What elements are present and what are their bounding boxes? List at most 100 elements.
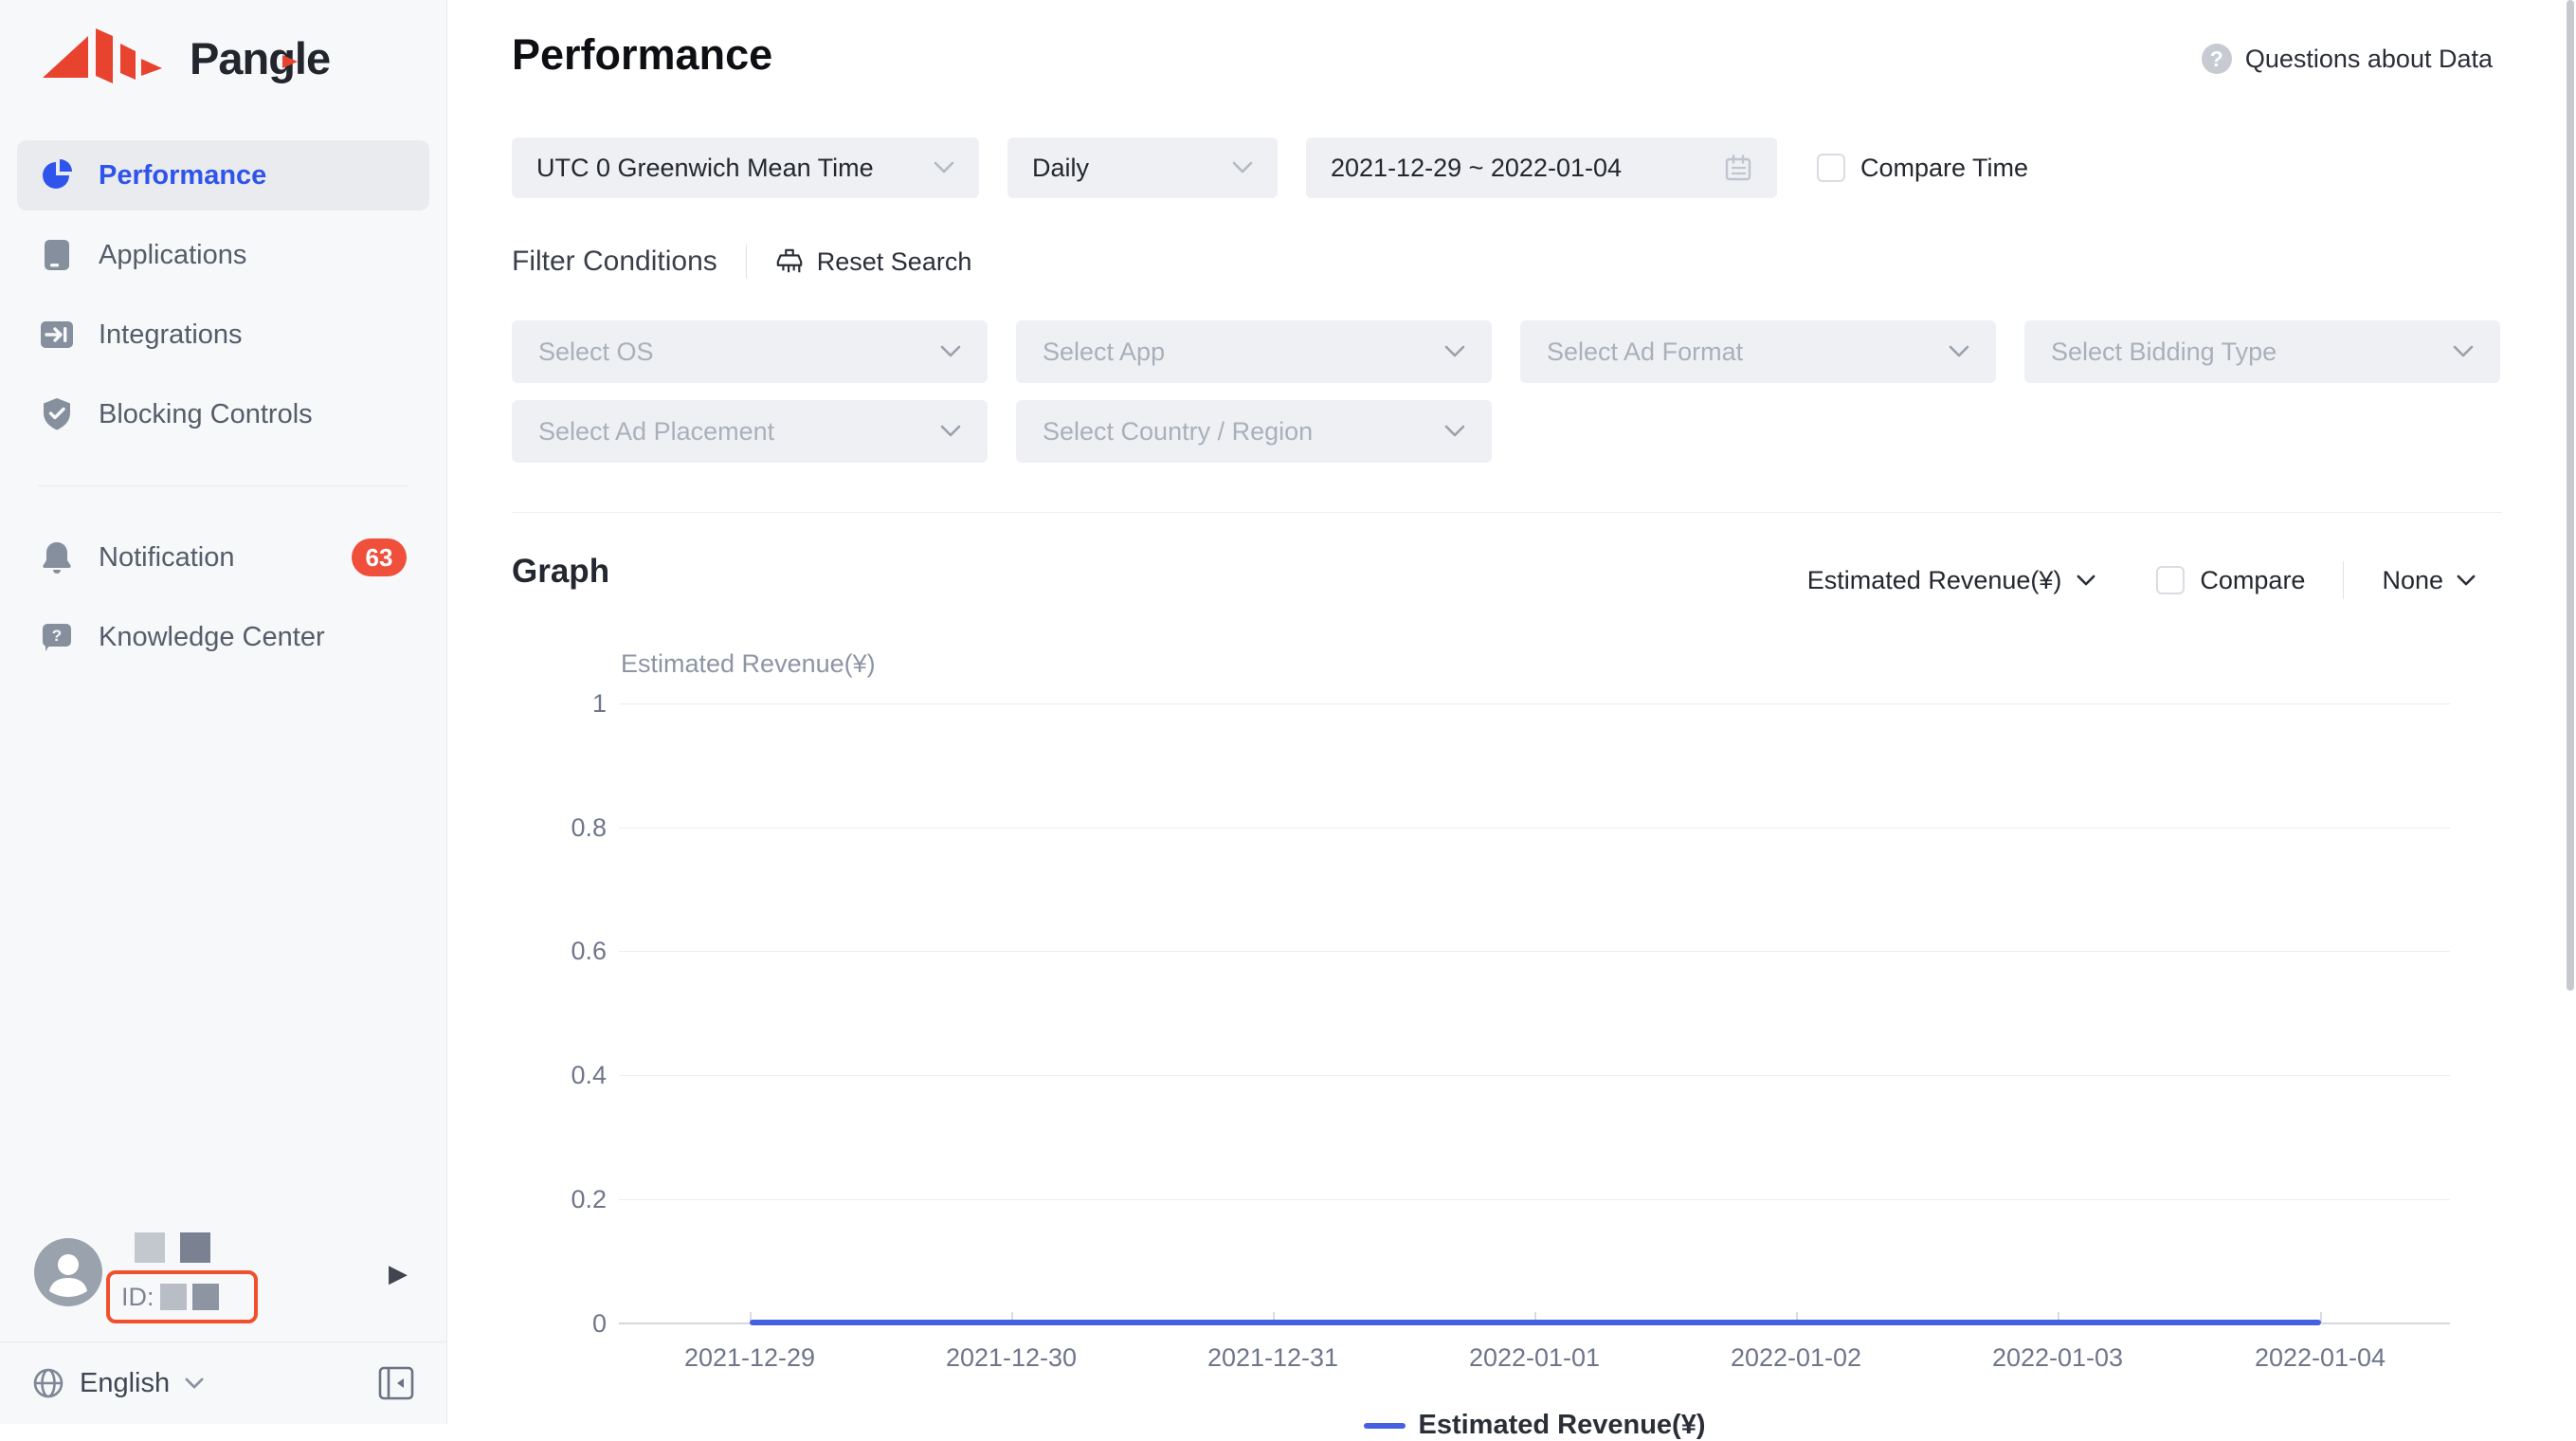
help-label: Questions about Data bbox=[2244, 44, 2493, 73]
integrations-icon bbox=[40, 318, 74, 352]
select-placeholder: Select Ad Format bbox=[1547, 337, 1744, 366]
y-tick-label: 1 bbox=[591, 689, 607, 718]
logo-accent-triangle bbox=[282, 54, 298, 68]
pangle-logo-icon bbox=[43, 28, 162, 83]
legend-label: Estimated Revenue(¥) bbox=[1418, 1410, 1706, 1440]
chevron-down-icon bbox=[2453, 345, 2474, 357]
sidebar-item-applications[interactable]: Applications bbox=[17, 220, 429, 290]
pie-chart-icon bbox=[40, 158, 74, 192]
timezone-value: UTC 0 Greenwich Mean Time bbox=[536, 153, 874, 182]
chevron-down-icon bbox=[1444, 345, 1465, 357]
filter-conditions-label: Filter Conditions bbox=[512, 246, 717, 277]
date-range-picker[interactable]: 2021-12-29 ~ 2022-01-04 bbox=[1306, 137, 1777, 198]
sidebar-item-knowledge-center[interactable]: ? Knowledge Center bbox=[17, 602, 429, 672]
sidebar-item-integrations[interactable]: Integrations bbox=[17, 300, 429, 370]
top-filter-row: UTC 0 Greenwich Mean Time Daily 2021-12-… bbox=[512, 137, 2028, 198]
select-ad-placement-dropdown[interactable]: Select Ad Placement bbox=[512, 400, 988, 463]
reset-search-button[interactable]: Reset Search bbox=[775, 246, 972, 277]
sidebar-item-label: Integrations bbox=[99, 319, 243, 350]
y-tick-label: 0 bbox=[591, 1309, 607, 1338]
select-country-region-dropdown[interactable]: Select Country / Region bbox=[1016, 400, 1492, 463]
graph-controls: Estimated Revenue(¥) Compare None bbox=[1807, 561, 2476, 599]
scrollbar[interactable] bbox=[2567, 0, 2574, 991]
x-axis-tick bbox=[1273, 1312, 1275, 1322]
select-ad-format-dropdown[interactable]: Select Ad Format bbox=[1520, 320, 1996, 383]
select-app-dropdown[interactable]: Select App bbox=[1016, 320, 1492, 383]
chevron-down-icon bbox=[940, 345, 961, 357]
x-axis-tick bbox=[1796, 1312, 1798, 1322]
compare-checkbox[interactable] bbox=[2156, 566, 2186, 594]
main-content: Performance ? Questions about Data UTC 0… bbox=[448, 0, 2576, 1440]
sidebar-item-label: Applications bbox=[99, 239, 247, 270]
date-range-value: 2021-12-29 ~ 2022-01-04 bbox=[1331, 153, 1622, 182]
help-circle-icon: ? bbox=[2201, 44, 2232, 74]
redaction-block bbox=[159, 1284, 187, 1310]
sidebar-item-performance[interactable]: Performance bbox=[17, 140, 429, 210]
applications-icon bbox=[40, 238, 74, 272]
chevron-down-icon bbox=[934, 161, 954, 173]
section-divider bbox=[512, 512, 2502, 513]
account-id-label: ID: bbox=[121, 1282, 154, 1311]
sidebar: Pangle Performance Applications bbox=[0, 0, 447, 1424]
gridline bbox=[619, 951, 2450, 952]
sidebar-item-label: Blocking Controls bbox=[99, 398, 313, 429]
graph-section-title: Graph bbox=[512, 553, 610, 590]
language-selector[interactable]: English bbox=[32, 1367, 204, 1399]
compare-time-label: Compare Time bbox=[1860, 153, 2029, 182]
x-axis-tick bbox=[2058, 1312, 2059, 1322]
metric-dropdown[interactable]: Estimated Revenue(¥) bbox=[1807, 566, 2096, 595]
redaction-block bbox=[180, 1232, 210, 1263]
sidebar-item-notification[interactable]: Notification 63 bbox=[17, 522, 429, 593]
select-placeholder: Select OS bbox=[538, 337, 654, 366]
globe-icon bbox=[33, 1368, 63, 1398]
granularity-value: Daily bbox=[1032, 153, 1090, 182]
revenue-line-chart: Estimated Revenue(¥) 1 0.8 0.6 0.4 0.2 0… bbox=[512, 630, 2512, 1440]
granularity-dropdown[interactable]: Daily bbox=[1007, 137, 1278, 198]
gridline bbox=[619, 828, 2450, 829]
redaction-block bbox=[191, 1284, 219, 1310]
x-tick-label: 2021-12-31 bbox=[1206, 1343, 1339, 1372]
x-tick-label: 2022-01-03 bbox=[1991, 1343, 2124, 1372]
notification-badge: 63 bbox=[352, 538, 407, 576]
pangle-logo[interactable]: Pangle bbox=[38, 25, 331, 91]
chart-legend[interactable]: Estimated Revenue(¥) bbox=[619, 1410, 2450, 1441]
reset-search-label: Reset Search bbox=[816, 246, 972, 276]
select-bidding-type-dropdown[interactable]: Select Bidding Type bbox=[2024, 320, 2500, 383]
redaction-block bbox=[135, 1232, 165, 1263]
brush-icon bbox=[776, 248, 803, 273]
chevron-down-icon bbox=[2457, 575, 2476, 585]
collapse-sidebar-icon[interactable] bbox=[378, 1366, 414, 1400]
sidebar-footer: English bbox=[0, 1341, 446, 1424]
y-tick-label: 0.2 bbox=[571, 1185, 607, 1213]
x-tick-label: 2021-12-29 bbox=[683, 1343, 816, 1372]
y-tick-label: 0.8 bbox=[571, 813, 607, 842]
compare-time-checkbox-group[interactable]: Compare Time bbox=[1817, 154, 2028, 183]
sidebar-item-blocking-controls[interactable]: Blocking Controls bbox=[17, 379, 429, 449]
bell-icon bbox=[40, 540, 74, 575]
chevron-down-icon bbox=[2077, 575, 2095, 585]
sidebar-divider bbox=[38, 485, 408, 486]
compare-time-checkbox[interactable] bbox=[1817, 154, 1845, 182]
expand-account-arrow-icon[interactable]: ▶ bbox=[389, 1259, 408, 1287]
x-tick-label: 2021-12-30 bbox=[945, 1343, 1078, 1372]
page-title: Performance bbox=[512, 30, 773, 79]
x-tick-label: 2022-01-01 bbox=[1468, 1343, 1601, 1372]
gridline bbox=[619, 1075, 2450, 1076]
language-label: English bbox=[80, 1367, 171, 1398]
questions-about-data-link[interactable]: ? Questions about Data bbox=[2201, 44, 2493, 74]
timezone-dropdown[interactable]: UTC 0 Greenwich Mean Time bbox=[512, 137, 979, 198]
vertical-divider bbox=[2343, 561, 2345, 599]
dimension-dropdown[interactable]: None bbox=[2382, 566, 2476, 595]
chevron-down-icon bbox=[940, 425, 961, 437]
metric-value: Estimated Revenue(¥) bbox=[1806, 565, 2062, 594]
y-tick-label: 0.4 bbox=[571, 1061, 607, 1089]
avatar[interactable] bbox=[34, 1238, 102, 1306]
select-os-dropdown[interactable]: Select OS bbox=[512, 320, 988, 383]
gridline bbox=[619, 703, 2450, 704]
calendar-icon bbox=[1725, 155, 1751, 181]
x-tick-label: 2022-01-02 bbox=[1730, 1343, 1862, 1372]
compare-label: Compare bbox=[2200, 565, 2306, 594]
y-axis-title: Estimated Revenue(¥) bbox=[621, 649, 876, 678]
compare-checkbox-group[interactable]: Compare bbox=[2156, 566, 2305, 595]
x-axis-tick bbox=[750, 1312, 752, 1322]
